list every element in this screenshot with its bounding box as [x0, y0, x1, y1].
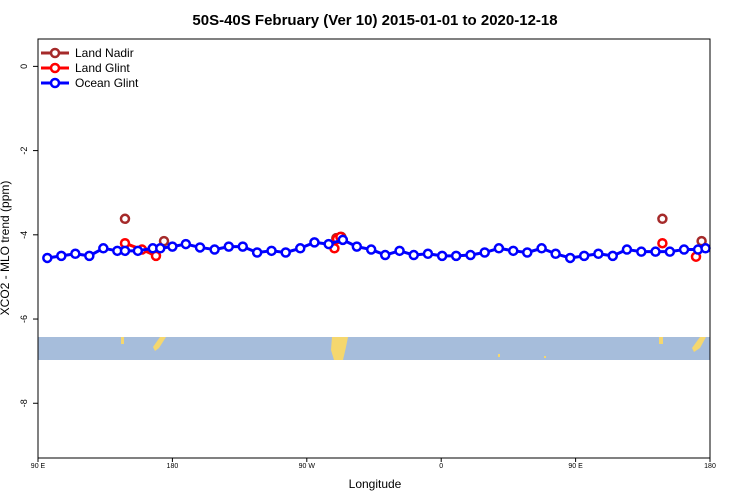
data-point-ocean-glint [700, 243, 711, 254]
surface-band [38, 337, 710, 360]
y-tick-label: 0 [19, 64, 29, 69]
y-axis-label: XCO2 - MLO trend (ppm) [0, 181, 12, 316]
data-point-land-nadir [119, 213, 131, 225]
land-patch [659, 337, 663, 344]
series-land-nadir [119, 213, 707, 247]
data-point-ocean-glint [84, 250, 95, 262]
data-point-ocean-glint [323, 238, 334, 250]
data-point-ocean-glint [465, 249, 476, 261]
data-point-ocean-glint [408, 249, 420, 261]
data-point-ocean-glint [70, 248, 81, 260]
y-tick-label: -8 [19, 399, 29, 407]
ocean-band [38, 337, 710, 360]
data-point-ocean-glint [522, 247, 533, 258]
x-axis: 90 E 180 90 W 0 90 E 180 [31, 458, 716, 470]
legend: Land Nadir Land Glint Ocean Glint [41, 46, 139, 90]
data-point-ocean-glint [621, 244, 633, 255]
data-point-land-glint [657, 237, 668, 249]
data-point-ocean-glint [309, 237, 320, 248]
chart-title: 50S-40S February (Ver 10) 2015-01-01 to … [192, 12, 557, 29]
land-patch [331, 337, 348, 360]
data-point-ocean-glint [266, 245, 277, 257]
data-point-ocean-glint [295, 243, 306, 254]
data-point-ocean-glint [550, 248, 561, 260]
data-point-ocean-glint [394, 245, 405, 257]
data-point-ocean-glint [237, 241, 249, 252]
legend-label-land-glint: Land Glint [75, 61, 130, 75]
data-point-land-nadir [657, 213, 668, 225]
plot-frame [37, 38, 711, 459]
data-point-ocean-glint [180, 238, 192, 250]
data-point-ocean-glint [379, 249, 391, 261]
y-tick-label: -4 [19, 231, 29, 239]
y-axis: 0 -2 -4 -6 -8 [19, 64, 38, 407]
data-point-ocean-glint [209, 244, 220, 255]
data-point-ocean-glint [636, 246, 647, 257]
land-patch [544, 356, 546, 358]
data-point-ocean-glint [351, 241, 363, 252]
data-point-ocean-glint [167, 241, 178, 252]
data-point-ocean-glint [678, 244, 690, 255]
legend-marker-ocean-glint [49, 77, 61, 89]
legend-marker-land-nadir [49, 47, 61, 59]
data-point-ocean-glint [664, 246, 676, 257]
land-patch [153, 337, 166, 351]
data-point-ocean-glint [450, 250, 462, 262]
data-point-ocean-glint [578, 250, 590, 262]
land-patch [498, 354, 500, 357]
data-point-ocean-glint [223, 241, 235, 252]
legend-label-land-nadir: Land Nadir [75, 46, 134, 60]
data-point-ocean-glint [119, 245, 131, 257]
y-tick-label: -2 [19, 147, 29, 155]
land-patches [121, 337, 706, 360]
x-tick-label: 180 [167, 463, 179, 470]
data-point-ocean-glint [280, 247, 291, 258]
data-point-ocean-glint [42, 252, 53, 264]
series-line-ocean-glint [47, 238, 706, 260]
land-patch [692, 337, 706, 352]
data-point-ocean-glint [536, 243, 547, 254]
data-point-ocean-glint [493, 243, 505, 254]
data-point-ocean-glint [132, 245, 144, 257]
land-patch [121, 337, 124, 344]
data-point-ocean-glint [56, 250, 67, 262]
data-point-ocean-glint [436, 250, 448, 262]
data-point-ocean-glint [422, 248, 434, 260]
y-tick-label: -6 [19, 315, 29, 323]
x-tick-label: 0 [439, 463, 443, 470]
x-tick-label: 90 W [299, 463, 316, 470]
data-point-ocean-glint [98, 243, 109, 254]
data-point-ocean-glint [194, 242, 206, 253]
series-layer [42, 213, 711, 264]
data-point-ocean-glint [564, 252, 576, 264]
legend-label-ocean-glint: Ocean Glint [75, 76, 139, 90]
legend-marker-land-glint [49, 62, 61, 74]
data-point-ocean-glint [337, 234, 349, 246]
data-point-ocean-glint [251, 247, 263, 258]
x-tick-label: 90 E [31, 463, 46, 470]
data-point-ocean-glint [365, 244, 377, 255]
data-point-ocean-glint [479, 247, 490, 258]
data-point-ocean-glint [593, 248, 604, 260]
data-point-ocean-glint [155, 243, 166, 254]
x-tick-label: 180 [704, 463, 716, 470]
data-point-ocean-glint [650, 246, 661, 257]
x-axis-label: Longitude [349, 477, 402, 491]
data-point-ocean-glint [607, 250, 618, 262]
series-ocean-glint [42, 234, 711, 264]
x-tick-label: 90 E [568, 463, 583, 470]
data-point-ocean-glint [508, 245, 519, 257]
